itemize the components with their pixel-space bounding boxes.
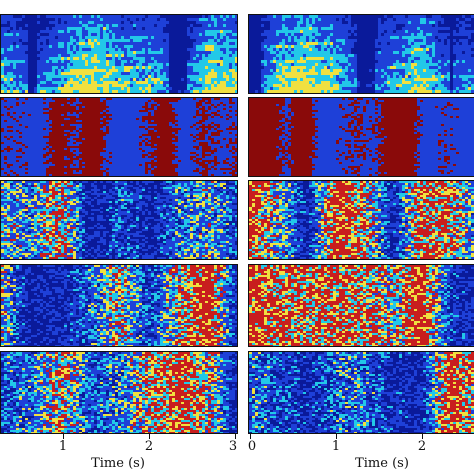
right-tick-mark-3 [422,434,423,439]
left-panel-2 [0,97,238,177]
left-tick-label-2: 2 [145,440,153,453]
right-column: 0 1 2 Time (s) [248,0,474,474]
left-column: 1 2 3 Time (s) [0,14,238,470]
left-panel-5 [0,351,238,434]
left-panel-5-image [1,352,237,433]
right-panel-3-image [249,181,474,259]
left-tick-mark-1 [63,434,64,439]
left-panel-2-image [1,98,237,176]
left-tick-mark-3 [235,434,236,439]
left-panel-4 [0,264,238,347]
right-panel-2 [248,97,474,177]
right-tick-mark-1 [250,434,251,439]
right-panel-2-image [249,98,474,176]
right-panel-1 [248,14,474,94]
right-panel-5 [248,351,474,434]
right-panel-1-image [249,15,474,93]
right-panel-5-image [249,352,474,433]
left-panel-3-image [1,181,237,259]
right-panel-3 [248,180,474,260]
right-tick-label-2: 1 [332,440,340,453]
left-tick-mark-2 [149,434,150,439]
right-panel-4 [248,264,474,347]
right-x-axis-label: Time (s) [355,457,409,470]
left-tick-label-3: 3 [229,440,237,453]
left-panel-4-image [1,265,237,346]
right-tick-label-3: 2 [418,440,426,453]
right-panel-4-image [249,265,474,346]
left-panel-1-image [1,15,237,93]
left-x-axis-label: Time (s) [91,457,145,470]
left-panel-1 [0,14,238,94]
right-tick-mark-2 [336,434,337,439]
right-tick-label-1: 0 [248,440,256,453]
left-tick-label-1: 1 [59,440,67,453]
left-panel-3 [0,180,238,260]
